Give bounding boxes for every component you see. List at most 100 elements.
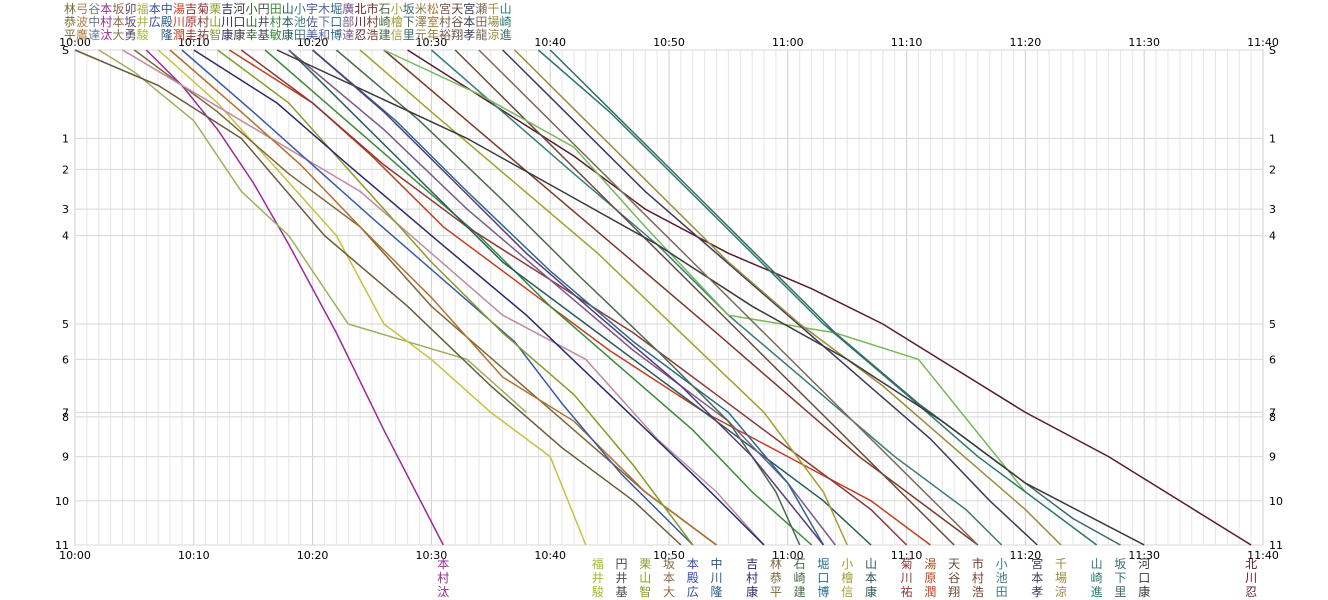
- x-tick-label-top: 11:40: [1247, 36, 1279, 49]
- bottom-legend-char: 池: [996, 571, 1008, 585]
- top-legend-char: 潤: [173, 28, 185, 42]
- bottom-legend-char: 建: [794, 585, 806, 599]
- grid-layer: [74, 49, 1264, 546]
- top-legend-char: 山: [209, 15, 221, 29]
- top-legend-char: 本: [149, 2, 161, 16]
- bottom-legend-char: 浩: [972, 585, 984, 599]
- bottom-legend-char: 吉: [746, 557, 758, 571]
- y-tick-label-right: 3: [1269, 203, 1276, 216]
- bottom-legend-char: 本: [663, 571, 675, 585]
- top-legend-char: 室: [427, 14, 439, 29]
- top-legend-char: 河: [233, 2, 245, 16]
- bottom-legend-char: 村: [746, 571, 758, 585]
- top-legend-char: 隆: [161, 27, 173, 42]
- top-legend-char: 建: [379, 28, 391, 42]
- top-legend-char: 坂: [124, 15, 136, 29]
- series-line-19: [407, 49, 1252, 546]
- y-tick-label-right: 4: [1269, 230, 1276, 243]
- bottom-legend-char: 村: [972, 571, 984, 585]
- series-line-24: [502, 49, 1038, 546]
- top-legend-char: 汰: [100, 28, 112, 42]
- top-legend-char: 瀬: [475, 2, 487, 16]
- top-legend-char: 千: [487, 2, 499, 16]
- top-legend-char: 里: [403, 28, 415, 42]
- bottom-legend-char: 本: [437, 557, 449, 571]
- top-legend-char: 石: [379, 2, 391, 16]
- series-line-5: [133, 49, 717, 546]
- bottom-legend-char: 宮: [1031, 556, 1043, 571]
- top-legend-char: 下: [318, 15, 330, 29]
- bottom-legend-char: 本: [687, 557, 699, 571]
- bottom-legend-char: 口: [817, 571, 829, 585]
- y-tick-label-left: 7: [62, 406, 69, 419]
- top-legend-char: 栗: [209, 2, 221, 16]
- bottom-legend-char: 菊: [901, 557, 913, 571]
- top-legend-char: 池: [294, 15, 306, 29]
- top-legend-char: 崎: [500, 15, 512, 29]
- bottom-legend-char: 川: [711, 571, 723, 585]
- top-legend-char: 小: [294, 2, 306, 16]
- series-line-8: [181, 49, 694, 546]
- top-legend-char: 田: [270, 2, 282, 16]
- x-tick-label-top: 11:20: [1010, 36, 1042, 49]
- top-legend-char: 平: [64, 28, 76, 42]
- top-legend-char: 本: [282, 15, 294, 29]
- bottom-legend-char: 小: [841, 557, 853, 571]
- x-tick-label-bottom: 10:50: [653, 549, 685, 562]
- top-legend-char: 坂: [403, 2, 415, 16]
- y-tick-label-left: 4: [62, 230, 69, 243]
- top-legend-char: 口: [330, 15, 342, 29]
- bottom-legend-char: 円: [615, 557, 627, 571]
- top-legend-char: 山: [245, 15, 257, 29]
- bottom-legend-char: 里: [1114, 585, 1126, 599]
- series-layer: [74, 49, 1252, 546]
- x-tick-label-bottom: 11:00: [772, 549, 804, 562]
- top-legend-char: 智: [209, 27, 221, 42]
- bottom-legend-char: 口: [1138, 571, 1150, 585]
- bottom-legend-char: 北: [1245, 557, 1257, 571]
- top-legend-char: 和: [318, 28, 330, 42]
- bottom-legend-char: 康: [865, 584, 877, 599]
- series-line-20: [383, 49, 979, 546]
- top-legend-char: 宇: [306, 2, 318, 16]
- series-line-29: [478, 49, 979, 546]
- top-legend-char: 谷: [451, 15, 463, 29]
- top-legend-char: 坂: [112, 2, 124, 16]
- bottom-legend-char: 村: [437, 571, 449, 585]
- series-line-18: [359, 49, 848, 546]
- bottom-legend-char: 山: [639, 571, 651, 585]
- bottom-legend-char: 隆: [711, 584, 723, 599]
- top-legend-char: 進: [500, 28, 512, 42]
- series-line-7: [169, 49, 717, 546]
- bottom-legend-char: 原: [924, 571, 936, 585]
- top-legend-char: 菊: [197, 2, 209, 16]
- x-tick-label-top: 10:30: [416, 36, 448, 49]
- bottom-legend-char: 福: [592, 556, 604, 571]
- top-legend-char: 忍: [354, 28, 366, 42]
- top-legend-char: 達: [88, 28, 100, 42]
- top-legend-char: 康: [282, 27, 294, 42]
- top-legend-char: 敏: [270, 27, 282, 42]
- series-line-26: [537, 49, 1098, 546]
- bottom-legend-char: 進: [1091, 585, 1103, 599]
- bottom-legend-char: 天: [948, 557, 960, 571]
- y-tick-label-left: 1: [62, 132, 69, 145]
- series-line-17: [335, 49, 801, 546]
- x-tick-label-bottom: 10:20: [297, 549, 329, 562]
- x-tick-label-bottom: 11:10: [891, 549, 923, 562]
- y-tick-label-right: 2: [1269, 163, 1276, 176]
- top-legend-char: 大: [112, 28, 124, 42]
- top-legend-char: 本: [112, 15, 124, 29]
- y-tick-label-right: 9: [1269, 451, 1276, 464]
- series-line-25: [514, 49, 1062, 546]
- bottom-legend-char: 下: [1114, 571, 1126, 585]
- top-legend-char: 康: [233, 27, 245, 42]
- top-legend-char: 龍: [475, 27, 487, 42]
- y-tick-label-right: 10: [1269, 495, 1283, 508]
- top-legend-char: 本: [463, 15, 475, 29]
- top-legend-char: 裕: [439, 27, 451, 42]
- top-legend-char: 涼: [487, 27, 499, 42]
- bottom-legend-char: 康: [1138, 584, 1150, 599]
- top-legend-char: 村: [270, 15, 282, 29]
